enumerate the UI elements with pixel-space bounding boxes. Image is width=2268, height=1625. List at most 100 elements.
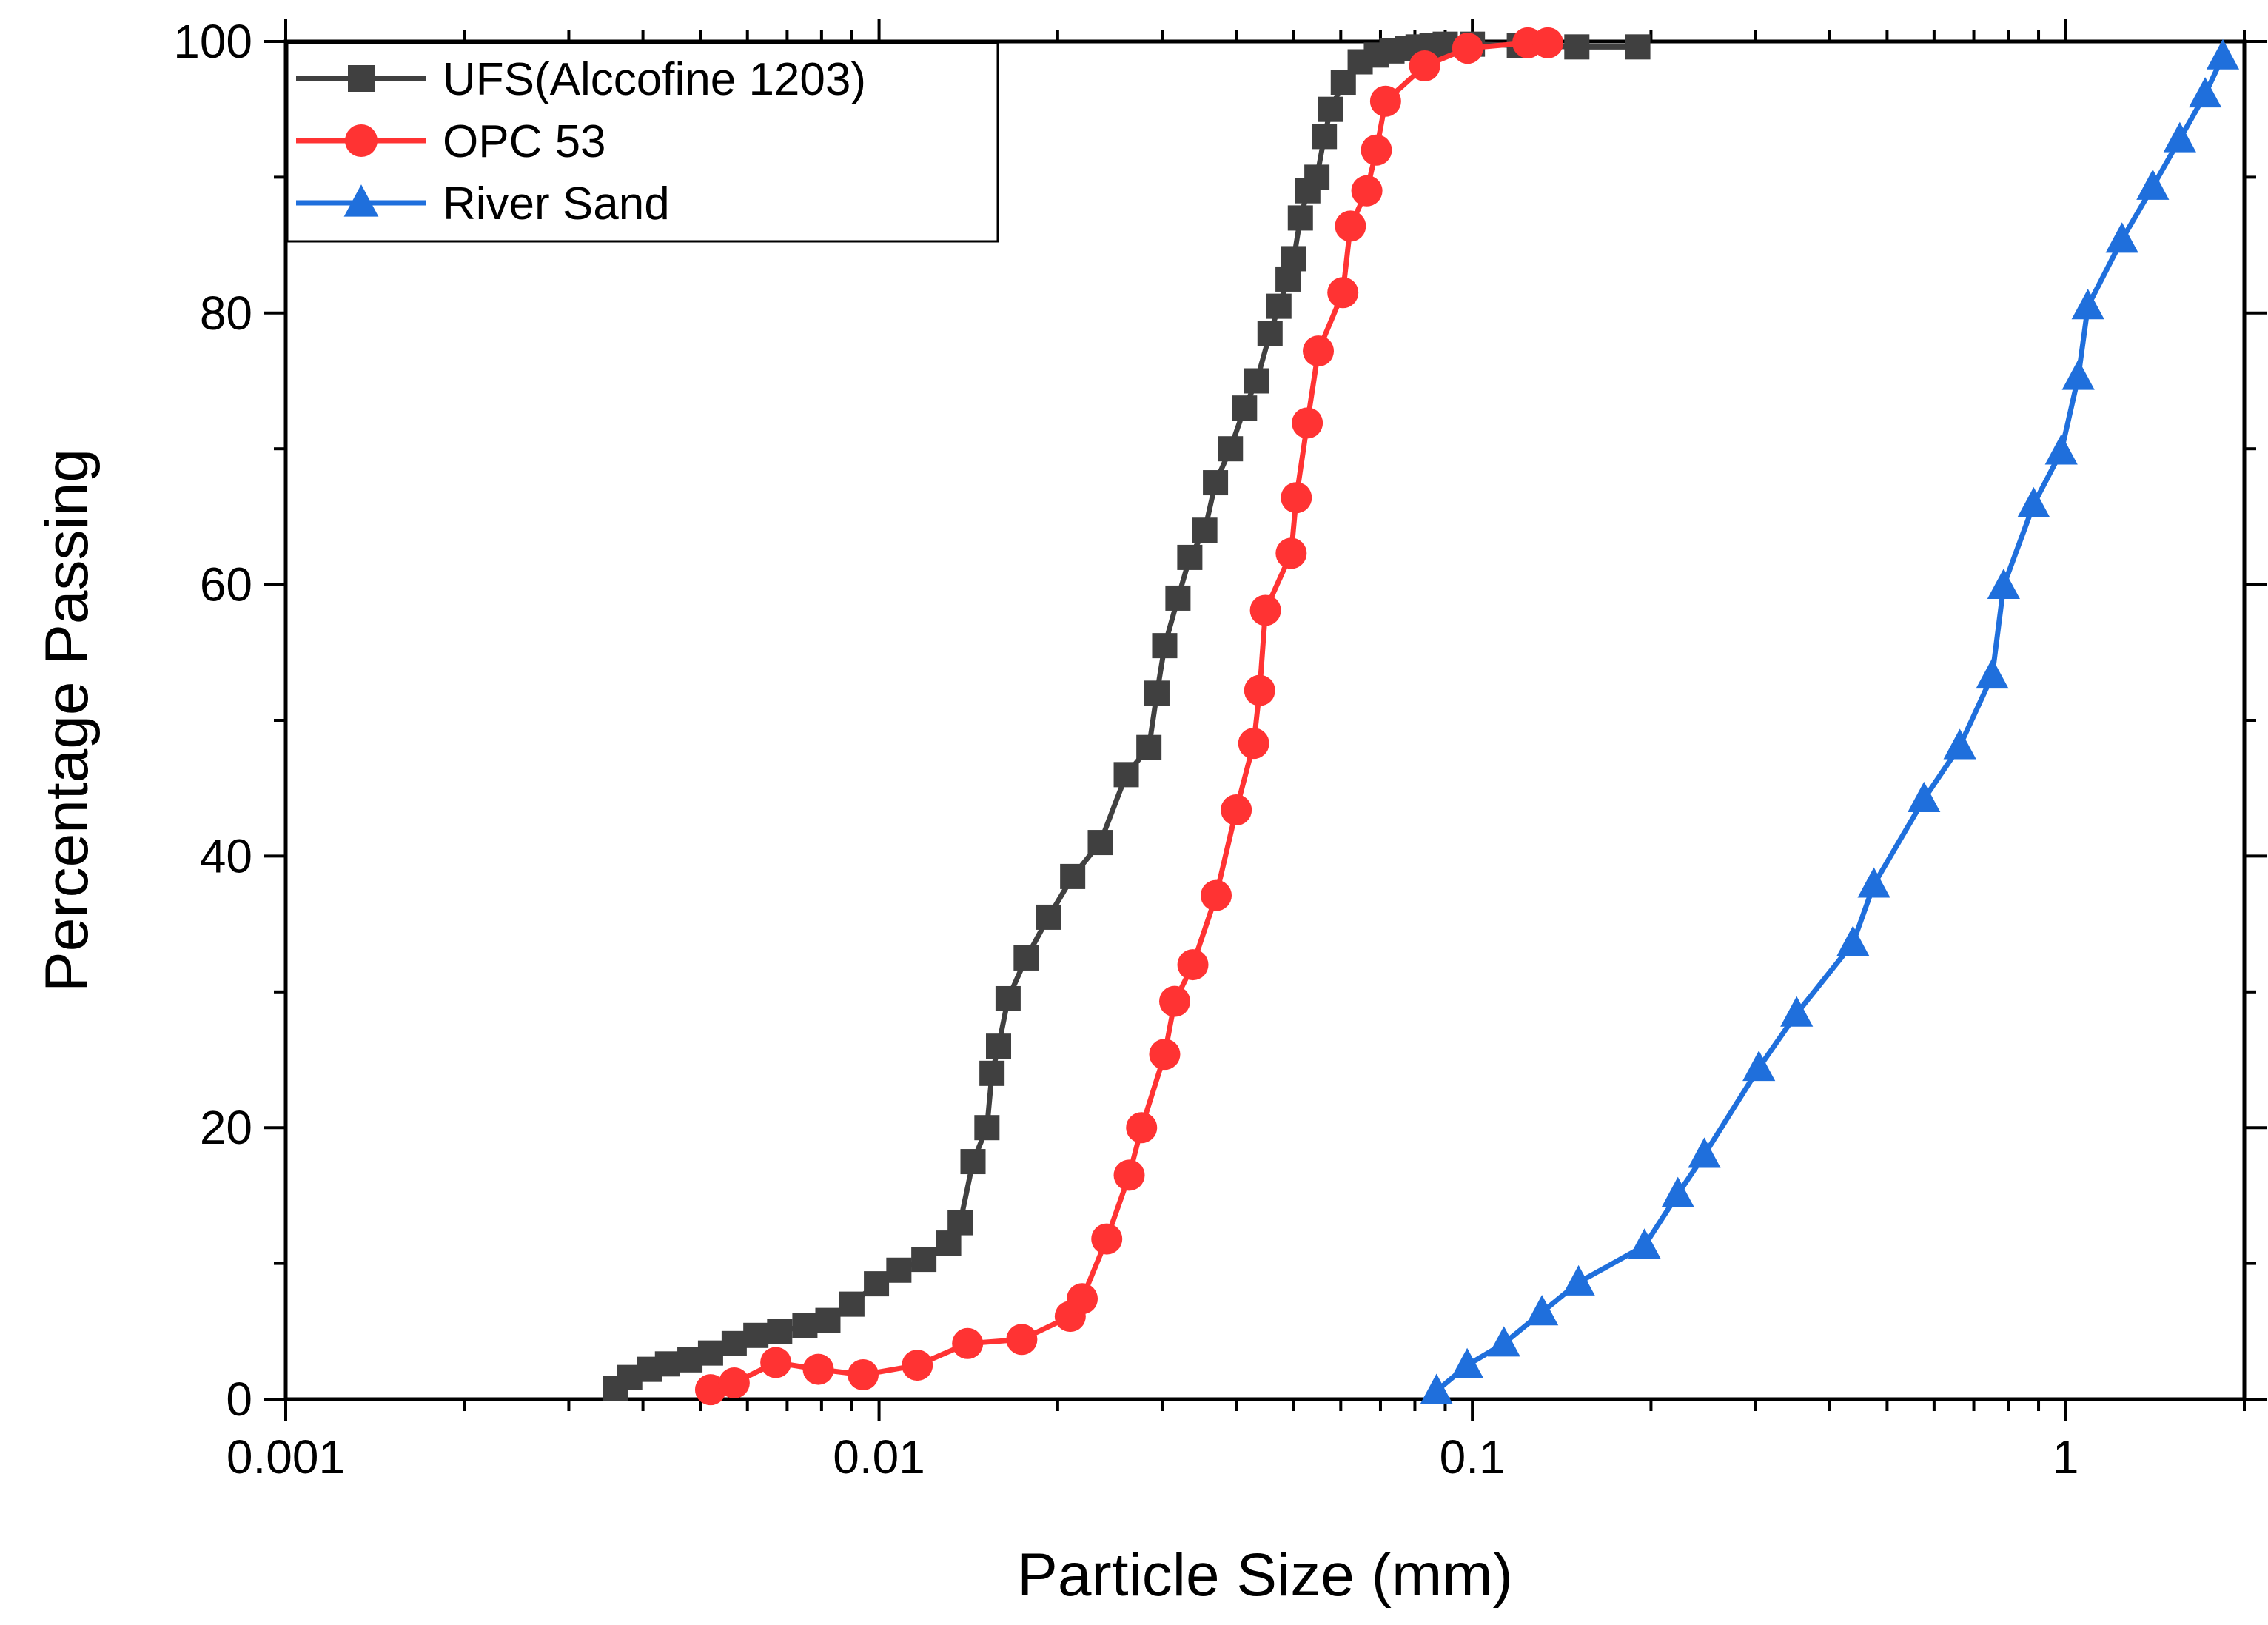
- data-point: [1625, 34, 1651, 60]
- data-point: [1221, 794, 1252, 826]
- legend: UFS(Alccofine 1203) OPC 53 River Sand: [286, 41, 999, 243]
- data-point: [1836, 925, 1870, 956]
- data-point: [2044, 434, 2078, 465]
- data-point: [1249, 594, 1281, 626]
- data-point: [1281, 482, 1312, 514]
- data-point: [1201, 879, 1232, 911]
- data-point: [1060, 863, 1086, 889]
- x-axis-title: Particle Size (mm): [1017, 1541, 1513, 1609]
- data-point: [974, 1115, 1000, 1141]
- data-point: [979, 1060, 1005, 1086]
- data-point: [902, 1350, 933, 1381]
- y-axis-title: Percentage Passing: [33, 449, 101, 992]
- data-point: [767, 1319, 793, 1344]
- data-point: [1335, 210, 1366, 242]
- data-point: [911, 1247, 937, 1273]
- series-river-sand: [1420, 38, 2240, 1404]
- data-point: [1351, 175, 1383, 207]
- data-point: [1976, 658, 2009, 689]
- data-point: [1006, 1324, 1038, 1356]
- series-line: [709, 40, 1549, 1393]
- y-tick-label: 60: [200, 558, 252, 612]
- data-point: [718, 1367, 750, 1398]
- legend-label: River Sand: [443, 178, 670, 229]
- data-point: [1177, 544, 1203, 570]
- data-point: [802, 1353, 834, 1385]
- data-point: [1203, 470, 1229, 496]
- data-point: [886, 1257, 912, 1283]
- data-point: [1036, 904, 1061, 930]
- y-tick-label: 100: [173, 15, 252, 68]
- data-point: [2163, 121, 2196, 153]
- data-point: [1742, 1051, 1776, 1082]
- data-point: [960, 1149, 986, 1175]
- y-tick-label: 80: [200, 287, 252, 340]
- data-point: [1152, 633, 1178, 659]
- data-point: [760, 1347, 792, 1378]
- data-point: [1564, 34, 1590, 60]
- data-point: [2105, 222, 2138, 253]
- data-point: [1192, 517, 1218, 543]
- data-point: [2071, 289, 2104, 320]
- data-point: [1318, 96, 1343, 122]
- data-point: [1487, 1326, 1520, 1357]
- data-point: [1304, 164, 1330, 190]
- data-point: [986, 1033, 1012, 1059]
- data-point: [1420, 1373, 1453, 1404]
- data-point: [864, 1271, 890, 1297]
- data-point: [1327, 277, 1359, 309]
- data-point: [2017, 486, 2050, 517]
- data-point: [1177, 949, 1209, 981]
- x-axis-ticks: 0.001 0.01 0.1 1: [227, 19, 2246, 1484]
- data-point: [1136, 734, 1162, 760]
- data-point: [2188, 77, 2222, 108]
- x-tick-label: 0.001: [227, 1430, 345, 1484]
- data-point: [1113, 1159, 1145, 1191]
- data-point: [1244, 368, 1269, 394]
- data-point: [1987, 568, 2020, 600]
- data-point: [1409, 50, 1440, 82]
- data-point: [1369, 85, 1401, 117]
- data-point: [1238, 728, 1269, 760]
- data-point: [952, 1327, 984, 1359]
- data-point: [1303, 335, 1335, 367]
- data-point: [1908, 781, 1941, 812]
- data-point: [1532, 27, 1564, 58]
- legend-marker: [345, 124, 378, 157]
- data-point: [1087, 830, 1113, 856]
- data-point: [792, 1313, 818, 1338]
- data-point: [694, 1374, 726, 1406]
- x-tick-label: 1: [2053, 1430, 2079, 1484]
- data-point: [1526, 1295, 1559, 1326]
- data-point: [2206, 38, 2240, 70]
- data-point: [1292, 407, 1323, 439]
- data-point: [1244, 674, 1275, 706]
- data-point: [1361, 134, 1392, 166]
- data-point: [2061, 359, 2095, 390]
- data-point: [839, 1291, 865, 1317]
- legend-marker: [348, 65, 375, 92]
- data-point: [1158, 985, 1190, 1017]
- data-point: [743, 1322, 769, 1348]
- x-tick-label: 0.1: [1440, 1430, 1506, 1484]
- plot-frame: [284, 39, 2247, 1401]
- series-layer: [603, 27, 2240, 1406]
- data-point: [2136, 169, 2170, 200]
- data-point: [1165, 585, 1191, 611]
- data-point: [1067, 1283, 1098, 1315]
- data-point: [697, 1340, 723, 1366]
- data-point: [1275, 537, 1307, 569]
- data-point: [1943, 728, 1976, 760]
- data-point: [1857, 867, 1890, 898]
- data-point: [1266, 293, 1292, 319]
- data-point: [1780, 996, 1814, 1027]
- data-point: [1232, 395, 1258, 421]
- y-tick-label: 20: [200, 1101, 252, 1154]
- legend-marker: [343, 184, 379, 217]
- data-point: [1452, 33, 1483, 64]
- data-point: [1013, 945, 1039, 971]
- data-point: [947, 1210, 973, 1236]
- series-opc-53: [694, 27, 1564, 1406]
- legend-label: OPC 53: [443, 116, 606, 167]
